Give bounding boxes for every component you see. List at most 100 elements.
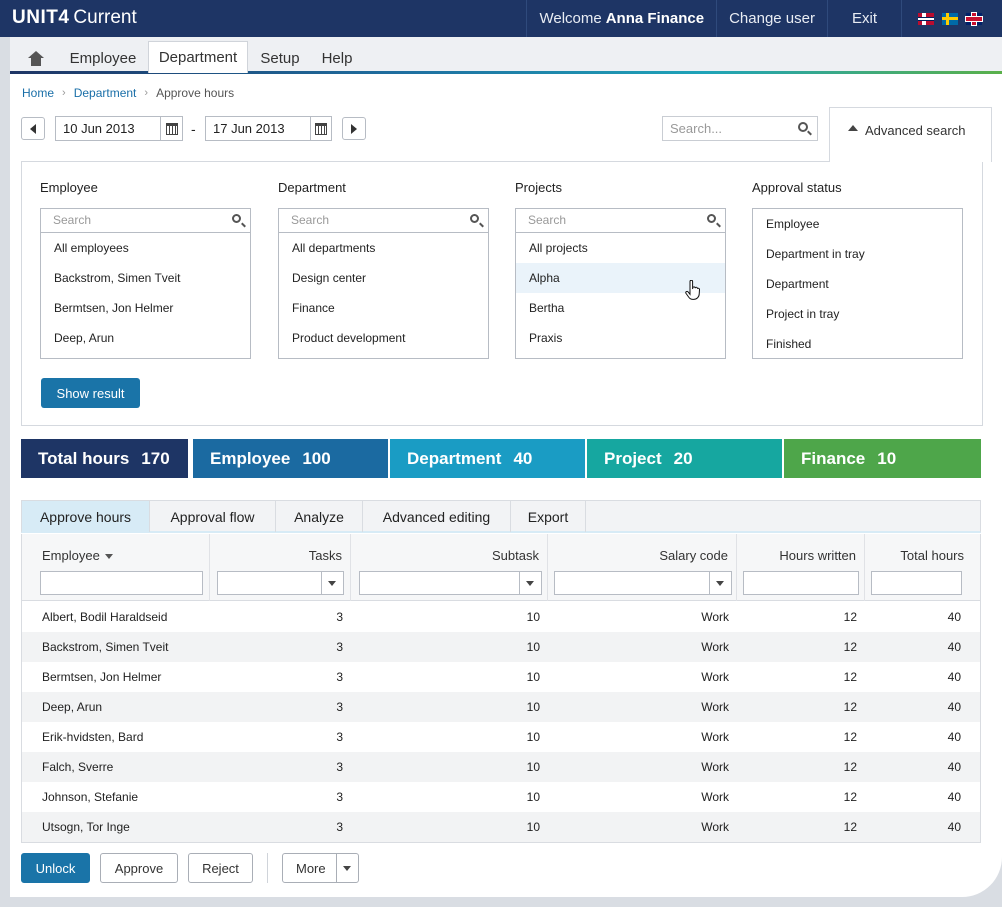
filter-list: All employees Backstrom, Simen Tveit Ber… bbox=[40, 208, 251, 359]
table-row[interactable]: Erik-hvidsten, Bard 3 10 Work 12 40 bbox=[22, 722, 980, 752]
list-item[interactable]: Design center bbox=[292, 271, 367, 285]
list-item[interactable]: Praxis bbox=[529, 331, 563, 345]
tab-analyze[interactable]: Analyze bbox=[276, 501, 363, 532]
breadcrumb-department[interactable]: Department bbox=[73, 86, 137, 100]
cell-subtask: 10 bbox=[526, 820, 540, 834]
nav-tab-setup[interactable]: Setup bbox=[260, 49, 300, 67]
quick-search-input[interactable] bbox=[663, 117, 788, 140]
previous-period-button[interactable] bbox=[21, 117, 45, 140]
summary-label: Total hours bbox=[38, 448, 130, 468]
breadcrumb-home[interactable]: Home bbox=[22, 86, 55, 100]
summary-department[interactable]: Department 40 bbox=[390, 439, 585, 478]
nav-tab-employee[interactable]: Employee bbox=[69, 49, 137, 67]
column-employee: Employee bbox=[22, 534, 210, 601]
list-item[interactable]: Department bbox=[766, 277, 829, 291]
cell-employee: Johnson, Stefanie bbox=[42, 790, 139, 804]
list-item[interactable]: Finance bbox=[292, 301, 335, 315]
filter-search-input[interactable] bbox=[41, 209, 221, 231]
reject-button[interactable]: Reject bbox=[188, 853, 253, 883]
list-item[interactable]: Employee bbox=[766, 217, 820, 231]
date-to-input[interactable] bbox=[206, 117, 310, 140]
sweden-flag-icon[interactable] bbox=[942, 12, 958, 25]
tab-approval-flow[interactable]: Approval flow bbox=[150, 501, 276, 532]
column-hours-written: Hours written bbox=[737, 534, 865, 601]
table-row[interactable]: Falch, Sverre 3 10 Work 12 40 bbox=[22, 752, 980, 782]
table-row[interactable]: Albert, Bodil Haraldseid 3 10 Work 12 40 bbox=[22, 602, 980, 632]
filter-hours-written-input[interactable] bbox=[744, 572, 858, 594]
search-icon bbox=[232, 214, 241, 223]
tab-advanced-editing[interactable]: Advanced editing bbox=[363, 501, 511, 532]
nav-tab-department[interactable]: Department bbox=[148, 41, 248, 73]
list-item[interactable]: All projects bbox=[529, 241, 588, 255]
cell-tasks: 3 bbox=[336, 760, 343, 774]
summary-total-hours: Total hours 170 bbox=[21, 439, 188, 478]
list-item[interactable]: Deep, Arun bbox=[54, 331, 115, 345]
uk-flag-icon[interactable] bbox=[966, 12, 982, 25]
list-item[interactable]: Project in tray bbox=[766, 307, 840, 321]
column-header-subtask[interactable]: Subtask bbox=[492, 548, 539, 563]
table-row[interactable]: Utsogn, Tor Inge 3 10 Work 12 40 bbox=[22, 812, 980, 842]
list-item[interactable]: All employees bbox=[54, 241, 129, 255]
cell-salary-code: Work bbox=[701, 790, 729, 804]
summary-label: Employee bbox=[210, 448, 291, 468]
filter-tasks-select[interactable] bbox=[217, 571, 344, 595]
tab-export[interactable]: Export bbox=[511, 501, 586, 532]
approve-button[interactable]: Approve bbox=[100, 853, 178, 883]
summary-label: Project bbox=[604, 448, 662, 468]
next-period-button[interactable] bbox=[342, 117, 366, 140]
cell-employee: Falch, Sverre bbox=[42, 760, 114, 774]
advanced-search-toggle[interactable]: Advanced search bbox=[829, 107, 992, 162]
cell-hours-written: 12 bbox=[843, 640, 857, 654]
summary-employee[interactable]: Employee 100 bbox=[193, 439, 388, 478]
more-button[interactable]: More bbox=[282, 853, 359, 883]
column-header-tasks[interactable]: Tasks bbox=[308, 548, 342, 563]
filter-salary-code-select[interactable] bbox=[554, 571, 732, 595]
list-item[interactable]: Product development bbox=[292, 331, 406, 345]
summary-project[interactable]: Project 20 bbox=[587, 439, 782, 478]
chevron-down-icon[interactable] bbox=[336, 854, 358, 882]
tab-approve-hours[interactable]: Approve hours bbox=[22, 501, 150, 532]
filter-employee-input[interactable] bbox=[41, 572, 202, 594]
search-icon bbox=[470, 214, 479, 223]
date-to-calendar-button[interactable] bbox=[310, 117, 331, 140]
list-item[interactable]: Bermtsen, Jon Helmer bbox=[54, 301, 174, 315]
cell-subtask: 10 bbox=[526, 640, 540, 654]
table-row[interactable]: Bermtsen, Jon Helmer 3 10 Work 12 40 bbox=[22, 662, 980, 692]
cell-subtask: 10 bbox=[526, 670, 540, 684]
cell-salary-code: Work bbox=[701, 700, 729, 714]
date-from-input[interactable] bbox=[56, 117, 160, 140]
chevron-down-icon bbox=[321, 572, 343, 594]
list-item[interactable]: Department in tray bbox=[766, 247, 865, 261]
norway-flag-icon[interactable] bbox=[918, 12, 934, 25]
column-header-employee[interactable]: Employee bbox=[42, 548, 113, 563]
column-total-hours: Total hours bbox=[865, 534, 980, 601]
change-user-link[interactable]: Change user bbox=[716, 0, 827, 37]
column-header-salary-code[interactable]: Salary code bbox=[659, 548, 728, 563]
more-label: More bbox=[296, 860, 326, 876]
home-tab[interactable] bbox=[24, 43, 48, 73]
table-row[interactable]: Backstrom, Simen Tveit 3 10 Work 12 40 bbox=[22, 632, 980, 662]
column-header-hours-written[interactable]: Hours written bbox=[779, 548, 856, 563]
cell-salary-code: Work bbox=[701, 760, 729, 774]
date-from-calendar-button[interactable] bbox=[160, 117, 182, 140]
filter-total-hours-input[interactable] bbox=[872, 572, 961, 594]
list-item[interactable]: Finished bbox=[766, 337, 812, 351]
filter-search-input[interactable] bbox=[279, 209, 459, 231]
unlock-button[interactable]: Unlock bbox=[21, 853, 90, 883]
list-item[interactable]: Backstrom, Simen Tveit bbox=[54, 271, 181, 285]
table-row[interactable]: Deep, Arun 3 10 Work 12 40 bbox=[22, 692, 980, 722]
filter-title: Department bbox=[278, 180, 346, 195]
table-row[interactable]: Johnson, Stefanie 3 10 Work 12 40 bbox=[22, 782, 980, 812]
list-item[interactable]: Bertha bbox=[529, 301, 565, 315]
summary-finance[interactable]: Finance 10 bbox=[784, 439, 981, 478]
filter-subtask-select[interactable] bbox=[359, 571, 542, 595]
show-result-button[interactable]: Show result bbox=[41, 378, 140, 408]
cell-tasks: 3 bbox=[336, 790, 343, 804]
filter-search-input[interactable] bbox=[516, 209, 696, 231]
calendar-icon bbox=[315, 122, 327, 135]
nav-tab-help[interactable]: Help bbox=[321, 49, 353, 67]
exit-link[interactable]: Exit bbox=[826, 0, 901, 37]
list-item[interactable]: All departments bbox=[292, 241, 376, 255]
column-header-total-hours[interactable]: Total hours bbox=[900, 548, 964, 563]
search-icon[interactable] bbox=[798, 122, 808, 132]
